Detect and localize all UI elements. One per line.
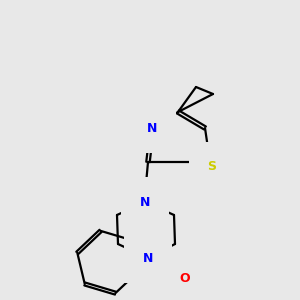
Text: N: N (143, 251, 153, 265)
Text: O: O (180, 272, 190, 284)
Text: N: N (147, 122, 157, 134)
Text: S: S (208, 160, 217, 173)
Text: N: N (140, 196, 150, 208)
